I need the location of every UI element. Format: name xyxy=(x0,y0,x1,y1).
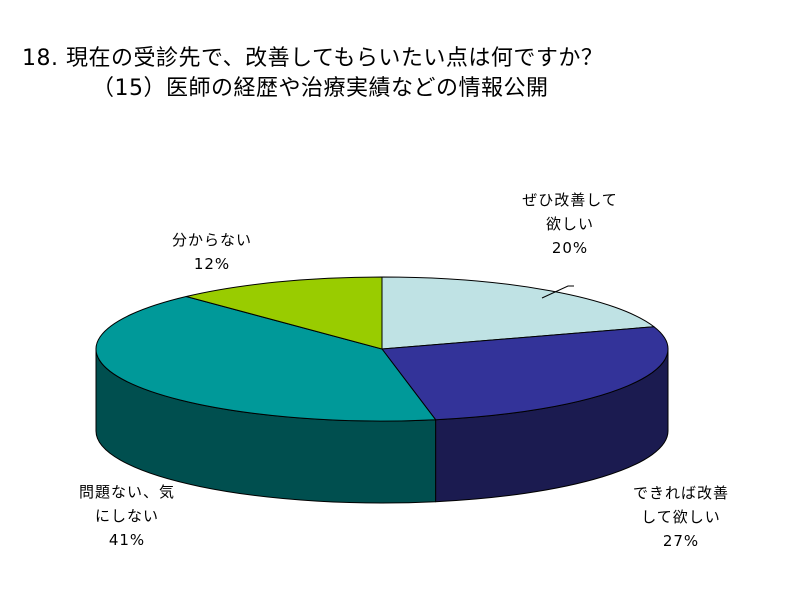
chart-title-line2: （15）医師の経歴や治療実績などの情報公開 xyxy=(92,76,549,101)
leader-line-slice-1 xyxy=(541,285,574,299)
data-label-3: 問題ない、気 にしない 41% xyxy=(52,480,202,552)
pie-slice-3 xyxy=(95,296,437,422)
data-label-4-line-1: 分からない xyxy=(171,231,252,249)
data-label-2-line-2: して欲しい xyxy=(641,508,721,526)
data-label-4: 分からない 12% xyxy=(150,228,274,276)
pie-slice-4 xyxy=(185,276,383,350)
data-label-3-pct: 41% xyxy=(108,531,146,549)
data-label-1: ぜひ改善して 欲しい 20% xyxy=(500,188,640,260)
pie-slice-1 xyxy=(381,276,655,350)
data-label-1-line-2: 欲しい xyxy=(545,215,594,233)
pie-top xyxy=(95,276,669,422)
data-label-3-line-2: にしない xyxy=(94,507,159,525)
pie-slice-2 xyxy=(381,326,669,421)
data-label-2: できれば改善 して欲しい 27% xyxy=(608,481,754,553)
chart-title: 18. 現在の受診先で、改善してもらいたい点は何ですか？ （15）医師の経歴や治療… xyxy=(22,44,603,104)
data-label-1-pct: 20% xyxy=(551,239,589,257)
data-label-4-pct: 12% xyxy=(193,255,231,273)
chart-title-line1: 18. 現在の受診先で、改善してもらいたい点は何ですか？ xyxy=(22,46,604,71)
data-label-2-line-1: できれば改善 xyxy=(632,484,729,502)
data-label-3-line-1: 問題ない、気 xyxy=(78,483,175,501)
data-label-2-pct: 27% xyxy=(662,532,700,550)
data-label-1-line-1: ぜひ改善して xyxy=(522,191,618,209)
